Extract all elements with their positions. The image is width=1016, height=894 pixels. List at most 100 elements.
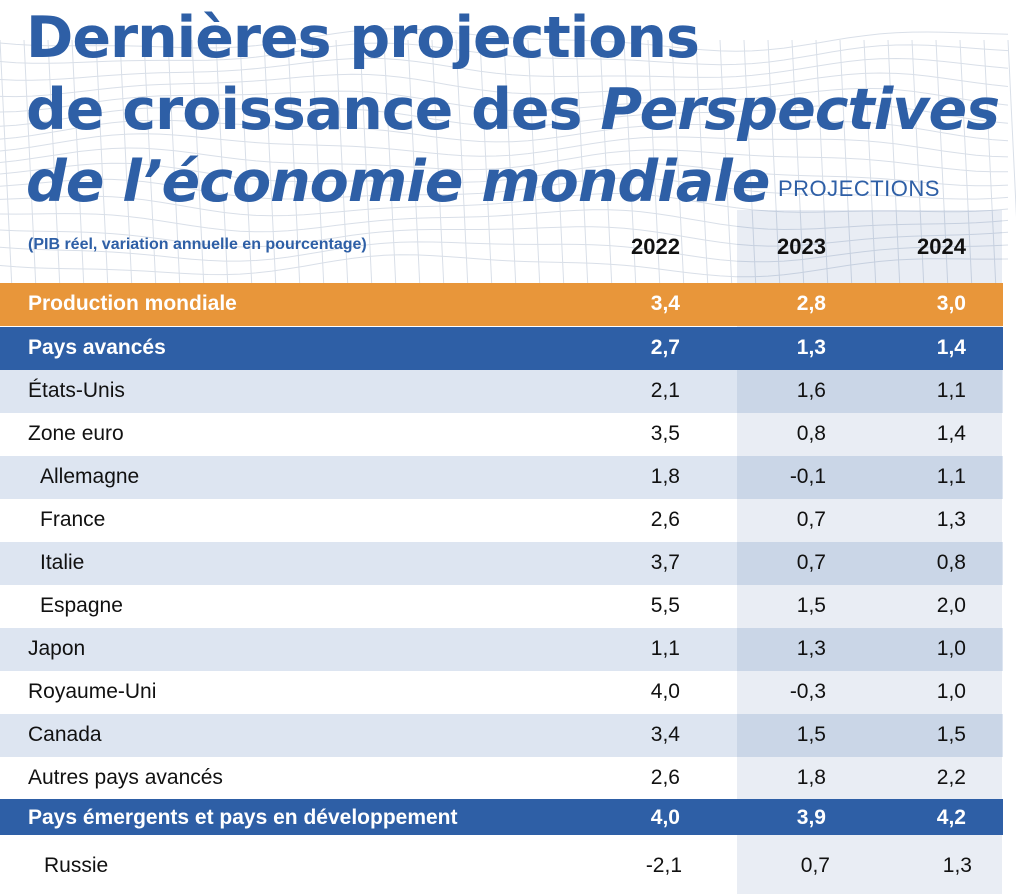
value-2023: 0,7: [796, 508, 826, 531]
wave-line: [911, 39, 925, 291]
row-label: Russie: [44, 854, 109, 877]
value-2022: 2,6: [650, 508, 680, 531]
row-label: Espagne: [40, 594, 123, 617]
wave-line: [479, 39, 493, 291]
value-2023: 1,6: [796, 379, 826, 402]
value-2023: 0,7: [800, 854, 830, 877]
value-2024: 2,2: [936, 766, 966, 789]
row-label: Production mondiale: [28, 292, 237, 315]
wave-line: [263, 39, 277, 291]
wave-line: [383, 39, 397, 291]
wave-line: [791, 39, 805, 291]
table-row: Pays émergents et pays en développement …: [0, 799, 1003, 835]
wave-line: [767, 39, 781, 291]
value-2023: 1,3: [796, 336, 826, 359]
value-2024: 1,4: [936, 422, 966, 445]
column-header-2022: 2022: [631, 234, 680, 259]
value-2024: 1,4: [936, 336, 966, 359]
wave-line: [815, 39, 829, 291]
wave-line: [839, 39, 853, 291]
wave-line: [983, 39, 997, 291]
value-2024: 0,8: [936, 551, 966, 574]
value-2023: 1,3: [796, 637, 826, 660]
wave-line: [0, 133, 1009, 158]
column-header-2023: 2023: [777, 234, 826, 259]
value-2024: 1,0: [936, 637, 966, 660]
table-row: Pays avancés 2,7 1,3 1,4: [0, 327, 1003, 370]
value-2024: 1,5: [936, 723, 966, 746]
table-row: Allemagne 1,8 -0,1 1,1: [0, 456, 1003, 499]
value-2022: 2,7: [650, 336, 680, 359]
table-row: Autres pays avancés 2,6 1,8 2,2: [0, 757, 1003, 800]
wave-line: [119, 39, 133, 291]
wave-line: [0, 209, 1009, 233]
wave-line: [863, 39, 877, 291]
wave-line: [215, 39, 229, 291]
title-line-2-plain: de croissance des: [26, 77, 601, 143]
value-2023: -0,3: [789, 680, 826, 703]
value-2022: 1,1: [650, 637, 680, 660]
wave-line: [431, 39, 445, 291]
wave-line: [0, 147, 1009, 173]
wave-line: [575, 39, 589, 291]
value-2024: 4,2: [936, 806, 966, 829]
page-title: Dernières projections de croissance des …: [26, 2, 1000, 218]
title-line-2-italic: Perspectives: [600, 77, 1000, 143]
row-label: Zone euro: [28, 422, 124, 445]
value-2023: 1,5: [796, 594, 826, 617]
value-2022: 3,4: [650, 723, 680, 746]
value-2024: 1,0: [936, 680, 966, 703]
row-label: États-Unis: [28, 379, 125, 402]
table-row: Zone euro 3,5 0,8 1,4: [0, 413, 1003, 456]
table-subtitle: (PIB réel, variation annuelle en pourcen…: [28, 236, 367, 253]
wave-grid-background: [0, 28, 1016, 291]
projections-label: PROJECTIONS: [778, 176, 940, 201]
wave-line: [311, 39, 325, 291]
wave-line: [0, 72, 1009, 98]
row-label: Pays avancés: [28, 336, 166, 359]
value-2022: 3,4: [650, 292, 680, 315]
value-2022: 5,5: [650, 594, 680, 617]
wave-line: [527, 39, 541, 291]
wave-line: [719, 39, 733, 291]
table-row: Russie -2,1 0,7 1,3: [0, 845, 1003, 888]
wave-line: [935, 39, 949, 291]
table-row: France 2,6 0,7 1,3: [0, 499, 1003, 542]
value-2024: 3,0: [936, 292, 966, 315]
wave-line: [71, 39, 85, 291]
wave-line: [0, 104, 1009, 128]
value-2023: -0,1: [789, 465, 826, 488]
value-2022: 2,1: [650, 379, 680, 402]
wave-line: [287, 39, 301, 291]
wave-line: [0, 193, 1009, 217]
value-2022: 3,7: [650, 551, 680, 574]
value-2023: 2,8: [796, 292, 826, 315]
title-line-2: de croissance des Perspectives: [26, 74, 1000, 146]
wave-line: [191, 39, 205, 291]
row-label: Italie: [40, 551, 85, 574]
wave-line: [647, 39, 661, 291]
wave-line: [0, 39, 13, 291]
wave-line: [503, 39, 517, 291]
value-2022: 4,0: [650, 680, 680, 703]
value-2023: 0,7: [796, 551, 826, 574]
wave-line: [47, 39, 61, 291]
value-2024: 2,0: [936, 594, 966, 617]
table-row: Espagne 5,5 1,5 2,0: [0, 585, 1003, 628]
row-label: France: [40, 508, 106, 531]
wave-line: [239, 39, 253, 291]
table-row: Japon 1,1 1,3 1,0: [0, 628, 1003, 671]
title-line-1: Dernières projections: [26, 5, 700, 71]
row-label: Pays émergents et pays en développement: [28, 806, 458, 829]
wave-line: [0, 241, 1009, 263]
wave-line: [23, 39, 37, 291]
value-2024: 1,1: [936, 465, 966, 488]
value-2022: 1,8: [650, 465, 680, 488]
wave-line: [0, 87, 1009, 113]
value-2022: 3,5: [650, 422, 680, 445]
wave-line: [359, 39, 373, 291]
wave-line: [143, 39, 157, 291]
column-header-2024: 2024: [917, 234, 966, 259]
wave-line: [0, 226, 1009, 248]
table-row: Italie 3,7 0,7 0,8: [0, 542, 1003, 585]
